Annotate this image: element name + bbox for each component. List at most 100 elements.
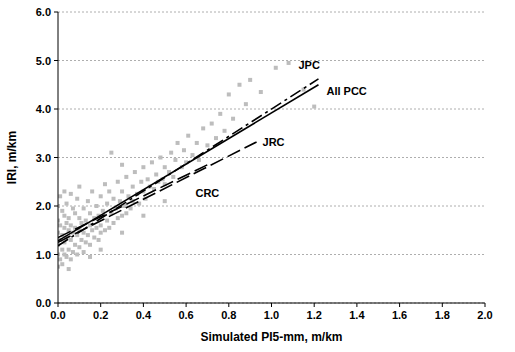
scatter-point xyxy=(139,180,143,184)
chart-svg: JPCAll PCCJRCCRC0.00.20.40.60.81.01.21.4… xyxy=(0,0,515,352)
scatter-point xyxy=(218,112,222,116)
x-tick-label: 2.0 xyxy=(477,309,492,321)
y-tick xyxy=(54,60,58,61)
scatter-point xyxy=(248,78,252,82)
x-tick xyxy=(442,303,443,307)
grid-line xyxy=(58,60,485,61)
scatter-point xyxy=(146,177,150,181)
scatter-point xyxy=(75,253,79,257)
scatter-point xyxy=(73,243,77,247)
scatter-point xyxy=(112,221,116,225)
scatter-point xyxy=(77,216,81,220)
y-tick-label: 3.0 xyxy=(36,152,51,164)
scatter-point xyxy=(82,231,86,235)
scatter-point xyxy=(94,204,98,208)
scatter-point xyxy=(171,175,175,179)
fit-line xyxy=(58,142,257,242)
scatter-point xyxy=(67,248,71,252)
scatter-point xyxy=(90,189,94,193)
scatter-point xyxy=(116,216,120,220)
scatter-point xyxy=(259,90,263,94)
x-axis-title: Simulated PI5-mm, m/km xyxy=(200,330,342,344)
scatter-point xyxy=(231,117,235,121)
scatter-point xyxy=(84,219,88,223)
y-tick-label: 1.0 xyxy=(36,249,51,261)
scatter-point xyxy=(94,226,98,230)
scatter-point xyxy=(227,92,231,96)
scatter-point xyxy=(163,165,167,169)
y-tick xyxy=(54,206,58,207)
scatter-point xyxy=(112,197,116,201)
grid-line xyxy=(58,254,485,255)
scatter-point xyxy=(210,122,214,126)
x-tick-label: 0.4 xyxy=(136,309,152,321)
scatter-point xyxy=(71,206,75,210)
scatter-point xyxy=(109,151,113,155)
scatter-point xyxy=(244,102,248,106)
scatter-point xyxy=(312,105,316,109)
x-tick-label: 1.8 xyxy=(435,309,450,321)
y-tick xyxy=(54,12,58,13)
y-tick-label: 0.0 xyxy=(36,297,51,309)
scatter-point xyxy=(62,226,66,230)
scatter-point xyxy=(79,238,83,242)
scatter-point xyxy=(107,226,111,230)
x-tick xyxy=(271,303,272,307)
scatter-point xyxy=(107,189,111,193)
scatter-point xyxy=(67,267,71,271)
x-tick xyxy=(186,303,187,307)
x-tick-label: 0.8 xyxy=(221,309,236,321)
scatter-point xyxy=(88,255,92,259)
x-tick-label: 1.0 xyxy=(264,309,279,321)
scatter-point xyxy=(131,185,135,189)
scatter-point xyxy=(205,143,209,147)
scatter-point xyxy=(287,61,291,65)
scatter-point xyxy=(124,211,128,215)
scatter-point xyxy=(103,228,107,232)
scatter-point xyxy=(103,182,107,186)
fit-line xyxy=(58,85,318,241)
scatter-point xyxy=(69,192,73,196)
y-tick xyxy=(54,254,58,255)
scatter-point xyxy=(84,240,88,244)
scatter-point xyxy=(88,211,92,215)
scatter-point xyxy=(214,136,218,140)
scatter-point xyxy=(186,134,190,138)
scatter-point xyxy=(274,66,278,70)
scatter-point xyxy=(75,197,79,201)
scatter-point xyxy=(86,199,90,203)
scatter-point xyxy=(223,129,227,133)
scatter-point xyxy=(120,163,124,167)
scatter-point xyxy=(237,83,241,87)
x-tick-label: 1.4 xyxy=(349,309,365,321)
scatter-point xyxy=(116,180,120,184)
scatter-point xyxy=(99,248,103,252)
y-tick xyxy=(54,303,58,304)
scatter-point xyxy=(150,160,154,164)
scatter-point xyxy=(65,255,69,259)
scatter-point xyxy=(169,151,173,155)
scatter-point xyxy=(65,202,69,206)
x-tick xyxy=(58,303,59,307)
scatter-point xyxy=(201,126,205,130)
scatter-point xyxy=(97,238,101,242)
x-tick xyxy=(356,303,357,307)
scatter-point xyxy=(173,158,177,162)
scatter-point xyxy=(176,141,180,145)
x-tick-label: 1.6 xyxy=(392,309,407,321)
scatter-point xyxy=(60,209,64,213)
scatter-point xyxy=(58,194,62,198)
fit-line xyxy=(58,165,207,238)
scatter-point xyxy=(58,257,62,261)
y-tick-label: 6.0 xyxy=(36,6,51,18)
scatter-point xyxy=(101,209,105,213)
line-label: JRC xyxy=(263,136,285,148)
scatter-point xyxy=(86,233,90,237)
scatter-point xyxy=(120,231,124,235)
scatter-point xyxy=(99,223,103,227)
x-tick-label: 0.6 xyxy=(178,309,193,321)
scatter-point xyxy=(88,243,92,247)
y-tick xyxy=(54,109,58,110)
scatter-point xyxy=(65,221,69,225)
x-tick xyxy=(314,303,315,307)
